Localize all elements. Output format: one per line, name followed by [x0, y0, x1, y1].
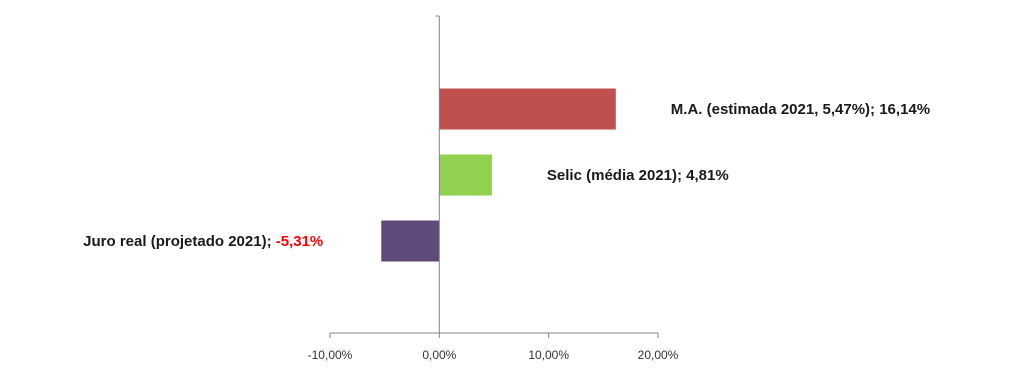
bar-3: [381, 220, 440, 262]
x-tick-label-2: 0,00%: [422, 348, 456, 362]
data-label-category-1: M.A. (estimada 2021, 5,47%);: [671, 101, 879, 118]
data-label-category-2: Selic (média 2021);: [547, 167, 686, 184]
axes: -10,00% 0,00% 10,00% 20,00%: [308, 15, 679, 362]
data-label-value-1: 16,14%: [879, 101, 930, 118]
x-tick-label-1: -10,00%: [308, 348, 353, 362]
x-tick-label-4: 20,00%: [638, 348, 679, 362]
bar-2: [439, 154, 492, 196]
data-labels: M.A. (estimada 2021, 5,47%); 16,14% Selic…: [83, 101, 930, 250]
data-label-category-3: Juro real (projetado 2021);: [83, 233, 276, 250]
data-label-1: M.A. (estimada 2021, 5,47%); 16,14%: [671, 101, 930, 118]
x-tick-label-3: 10,00%: [528, 348, 569, 362]
data-label-2: Selic (média 2021); 4,81%: [547, 167, 729, 184]
bar-1: [439, 88, 616, 130]
data-label-3: Juro real (projetado 2021); -5,31%: [83, 233, 323, 250]
data-label-value-3: -5,31%: [276, 233, 324, 250]
data-label-value-2: 4,81%: [686, 167, 729, 184]
bars-layer: [381, 88, 616, 262]
